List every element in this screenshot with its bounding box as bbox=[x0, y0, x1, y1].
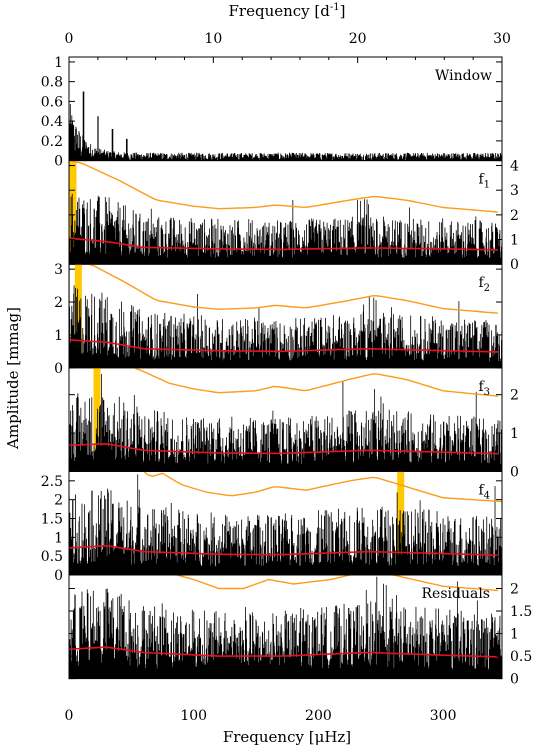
y-tick-label: 1 bbox=[54, 530, 63, 546]
y-tick-label: 1 bbox=[510, 233, 519, 249]
noise-level-line bbox=[69, 646, 499, 658]
significance-threshold-line bbox=[174, 575, 499, 592]
frequency-marker bbox=[74, 264, 82, 368]
bottom-tick-label: 0 bbox=[65, 708, 74, 724]
panel-label: f3 bbox=[478, 379, 490, 398]
y-tick-label: 2 bbox=[54, 295, 63, 311]
y-tick-label: 2 bbox=[510, 208, 519, 224]
y-tick-label: 0.6 bbox=[41, 94, 63, 110]
bottom-tick-label: 300 bbox=[430, 708, 457, 724]
y-tick-label: 0 bbox=[510, 257, 519, 273]
y-tick-label: 1 bbox=[54, 328, 63, 344]
y-tick-label: 2 bbox=[510, 388, 519, 404]
y-tick-label: 2 bbox=[54, 493, 63, 509]
y-tick-label: 0 bbox=[54, 568, 63, 584]
y-tick-label: 1 bbox=[510, 627, 519, 643]
top-tick-label: 30 bbox=[493, 31, 511, 47]
y-tick-label: 0 bbox=[54, 361, 63, 377]
panels-group: 00.20.40.60.81Window01234f10123f2012f300… bbox=[41, 55, 533, 688]
y-tick-label: 1 bbox=[54, 55, 63, 71]
top-axis-label: Frequency [d-1] bbox=[229, 2, 346, 20]
y-tick-label: 0.2 bbox=[41, 134, 63, 150]
noise-level-line bbox=[69, 339, 499, 353]
panel-label: Residuals bbox=[422, 586, 490, 602]
y-tick-label: 0.5 bbox=[510, 649, 532, 665]
panel-plot-area bbox=[69, 471, 502, 575]
panel-label: f2 bbox=[478, 275, 490, 294]
noise-level-line bbox=[69, 544, 499, 557]
y-tick-label: 3 bbox=[510, 183, 519, 199]
y-tick-label: 2 bbox=[510, 582, 519, 598]
top-axis-label-sup: -1 bbox=[330, 2, 340, 13]
panel-plot-area bbox=[69, 367, 502, 472]
panel-1: 0 0.2 0.4 0.6 0.8 1 Window bbox=[41, 55, 503, 170]
y-tick-label: 2.5 bbox=[41, 474, 63, 490]
y-tick-label: 0 bbox=[54, 154, 63, 170]
panel-2: 0 1 2 3 4 f1 bbox=[68, 159, 519, 273]
significance-threshold-line bbox=[85, 264, 499, 314]
top-tick-label: 20 bbox=[349, 31, 367, 47]
panel-6: 0 0.5 1 1.5 2 Residuals bbox=[68, 574, 532, 688]
y-tick-label: 4 bbox=[510, 159, 519, 175]
panel-label: Window bbox=[435, 68, 492, 84]
panel-label: f4 bbox=[478, 482, 490, 501]
noise-level-line bbox=[69, 237, 499, 251]
top-tick-label: 10 bbox=[204, 31, 222, 47]
y-tick-label: 0 bbox=[510, 464, 519, 480]
bottom-tick-label: 100 bbox=[180, 708, 207, 724]
significance-threshold-line bbox=[131, 367, 499, 397]
significance-threshold-line bbox=[142, 471, 502, 503]
bottom-tick-label: 200 bbox=[305, 708, 332, 724]
frequency-marker bbox=[69, 160, 77, 265]
frequency-marker bbox=[397, 471, 405, 575]
significance-threshold-line bbox=[69, 160, 499, 213]
panel-frame bbox=[68, 574, 503, 680]
top-axis-label-end: ] bbox=[340, 2, 346, 20]
y-tick-label: 0.8 bbox=[41, 75, 63, 91]
bottom-axis-label: Frequency [μHz] bbox=[223, 728, 351, 746]
top-tick-labels: 0 10 20 30 bbox=[65, 31, 511, 47]
panel-plot-area bbox=[69, 575, 502, 679]
y-tick-label: 1.5 bbox=[510, 604, 532, 620]
y-tick-label: 3 bbox=[54, 262, 63, 278]
y-tick-label: 0 bbox=[510, 672, 519, 688]
panel-label: f1 bbox=[478, 172, 490, 191]
y-tick-label: 0.5 bbox=[41, 549, 63, 565]
panel-5: 0 0.5 1 1.5 2 2.5 f4 bbox=[41, 470, 503, 584]
panel-plot-area bbox=[69, 160, 502, 265]
y-tick-label: 1.5 bbox=[41, 511, 63, 527]
noise-level-line bbox=[69, 443, 499, 455]
top-tick-label: 0 bbox=[65, 31, 74, 47]
bottom-tick-labels: 0 100 200 300 bbox=[65, 708, 457, 724]
y-tick-label: 1 bbox=[510, 426, 519, 442]
y-axis-label: Amplitude [mmag] bbox=[4, 307, 22, 450]
y-tick-label: 0.4 bbox=[41, 114, 63, 130]
panel-4: 0 1 2 f3 bbox=[68, 367, 519, 480]
